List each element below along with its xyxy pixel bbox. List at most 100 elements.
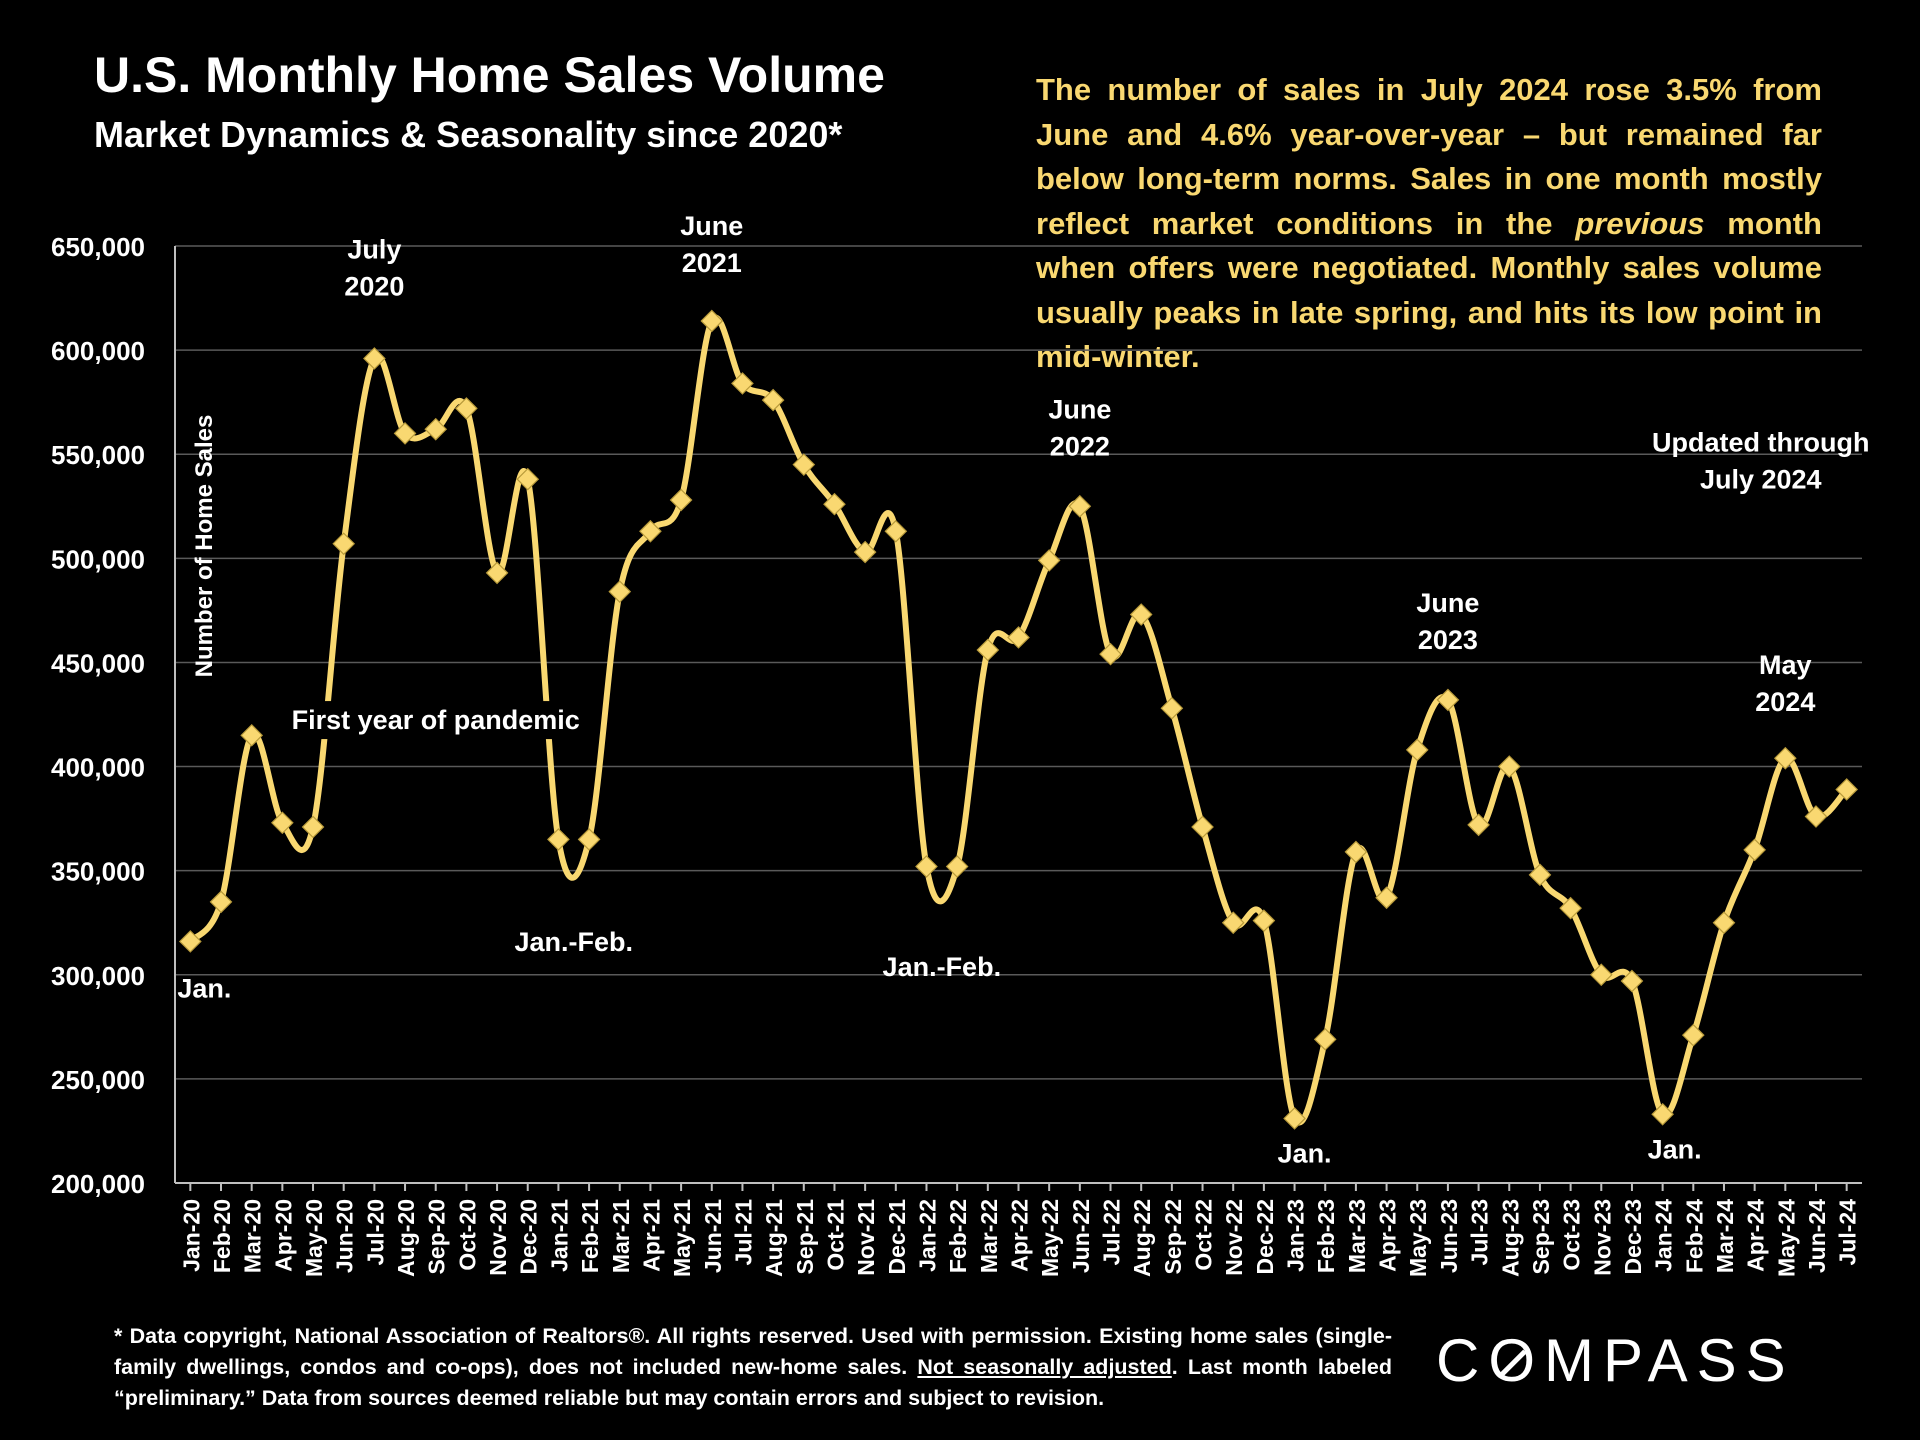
x-tick-label: Jul-23 [1467, 1199, 1493, 1265]
commentary-part-1: The number of sales in July 2024 rose 3.… [1036, 72, 1822, 241]
data-point-jan-21 [547, 828, 570, 851]
x-tick-label: Feb-21 [577, 1199, 603, 1273]
chart-subtitle: Market Dynamics & Seasonality since 2020… [94, 114, 843, 155]
x-tick-label: Jan-21 [546, 1199, 572, 1272]
sales-markers [178, 309, 1859, 1130]
data-point-feb-23 [1313, 1027, 1337, 1051]
data-point-dec-22 [1252, 909, 1276, 932]
data-point-apr-23 [1375, 886, 1398, 910]
x-tick-label: Jul-24 [1835, 1199, 1861, 1266]
data-point-jun-21 [700, 309, 724, 333]
annotation-jun23: June 2023 [1416, 588, 1479, 655]
gridlines [175, 245, 1862, 1080]
x-tick-label: Dec-21 [884, 1199, 910, 1275]
data-point-apr-24 [1743, 838, 1766, 862]
footnote-part-1: * Data copyright, National Association o… [114, 1324, 1392, 1379]
data-point-dec-23 [1620, 969, 1644, 993]
data-point-aug-22 [1129, 603, 1153, 626]
x-tick-label: Jul-21 [730, 1199, 756, 1266]
x-tick-label: Oct-22 [1191, 1199, 1217, 1271]
data-point-oct-21 [823, 492, 846, 516]
x-tick-label: Mar-21 [608, 1199, 634, 1273]
data-point-feb-21 [577, 828, 601, 851]
data-point-aug-21 [761, 388, 785, 412]
x-tick-label: Jun-22 [1068, 1199, 1094, 1273]
data-point-sep-21 [792, 453, 816, 476]
y-tick-label: 650,000 [51, 232, 145, 262]
x-tick-label: Jun-21 [700, 1199, 726, 1273]
footnote-underlined: Not seasonally adjusted [917, 1355, 1172, 1379]
data-point-feb-22 [945, 855, 969, 878]
data-point-may-22 [1037, 549, 1061, 572]
x-tick-label: Jan-20 [178, 1199, 204, 1272]
data-point-jun-20 [332, 532, 356, 556]
data-point-apr-21 [639, 519, 662, 543]
chart-title: U.S. Monthly Home Sales Volume [94, 47, 885, 103]
annotation-pandemic: First year of pandemic [292, 705, 580, 735]
x-tick-label: Mar-20 [240, 1199, 266, 1273]
data-point-nov-23 [1589, 963, 1613, 987]
data-point-jul-23 [1467, 813, 1490, 837]
y-tick-label: 550,000 [51, 440, 145, 470]
x-tick-label: Sep-22 [1160, 1199, 1186, 1274]
data-point-dec-21 [884, 519, 908, 543]
data-point-jan-20 [178, 930, 202, 953]
data-point-mar-21 [608, 580, 632, 603]
y-tick-label: 600,000 [51, 336, 145, 366]
x-tick-label: Mar-22 [976, 1199, 1002, 1273]
data-point-oct-23 [1559, 896, 1582, 920]
data-point-oct-22 [1191, 815, 1214, 839]
annotation-backdrop [285, 701, 586, 740]
x-tick-labels: Jan-20 Feb-20 Mar-20 Apr-20 May-20 Jun-20 Jul-… [178, 1199, 1860, 1277]
annotation-janfeb22: Jan.-Feb. [883, 952, 1002, 982]
annotation-jan24: Jan. [1648, 1134, 1702, 1164]
data-point-mar-23 [1344, 840, 1368, 864]
x-tick-label: Apr-20 [270, 1199, 296, 1272]
x-tick-label: Aug-20 [393, 1199, 419, 1277]
y-tick-label: 400,000 [51, 753, 145, 783]
data-point-oct-20 [455, 397, 478, 420]
x-tick-label: Dec-20 [516, 1199, 542, 1274]
commentary-emphasis: previous [1575, 205, 1705, 241]
data-point-may-23 [1405, 738, 1429, 762]
x-tick-label: May-20 [301, 1199, 327, 1277]
data-point-apr-20 [271, 811, 294, 835]
annotation-jun22: June 2022 [1048, 394, 1111, 461]
data-point-apr-22 [1007, 626, 1030, 649]
data-point-mar-20 [240, 723, 264, 747]
x-tick-label: Oct-21 [822, 1199, 848, 1271]
x-tick-label: Aug-22 [1129, 1199, 1155, 1277]
annotation-janfeb21: Jan.-Feb. [514, 927, 633, 957]
data-point-mar-24 [1712, 911, 1736, 935]
x-tick-label: Sep-23 [1528, 1199, 1554, 1274]
x-tick-label: Feb-23 [1313, 1199, 1339, 1273]
annotations: Jan. July 2020 First year of pandemic Jan.-F… [177, 211, 1869, 1168]
footnote: * Data copyright, National Association o… [114, 1321, 1392, 1414]
x-tick-label: Mar-23 [1344, 1199, 1370, 1273]
y-tick-label: 200,000 [51, 1169, 145, 1199]
x-tick-label: Jul-20 [362, 1199, 388, 1265]
x-tick-label: Apr-24 [1743, 1199, 1769, 1272]
commentary-text: The number of sales in July 2024 rose 3.… [1036, 68, 1822, 380]
x-tick-label: Nov-23 [1589, 1199, 1615, 1276]
x-tick-label: Nov-20 [485, 1199, 511, 1276]
y-tick-label: 250,000 [51, 1065, 145, 1095]
x-tick-label: Jun-20 [332, 1199, 358, 1273]
data-point-jan-23 [1283, 1107, 1306, 1130]
x-tick-label: Feb-22 [945, 1199, 971, 1273]
y-tick-label: 300,000 [51, 961, 145, 991]
data-point-jul-21 [731, 372, 754, 395]
data-point-may-20 [301, 815, 325, 839]
axes [174, 246, 1862, 1191]
data-point-sep-22 [1160, 696, 1184, 720]
x-tick-label: May-22 [1037, 1199, 1063, 1277]
data-point-feb-24 [1681, 1023, 1705, 1047]
line-chart: 200,000 250,000 300,000 350,000 400,000 450,0… [51, 211, 1869, 1277]
x-tick-label: Jul-22 [1099, 1199, 1125, 1265]
data-point-sep-20 [424, 417, 448, 441]
commentary-part-2: month when offers were negotiated. Month… [1036, 205, 1822, 375]
y-tick-label: 500,000 [51, 544, 145, 574]
data-point-feb-20 [209, 890, 233, 914]
x-tick-label: Mar-24 [1712, 1199, 1738, 1273]
x-tick-label: Aug-23 [1497, 1199, 1523, 1277]
